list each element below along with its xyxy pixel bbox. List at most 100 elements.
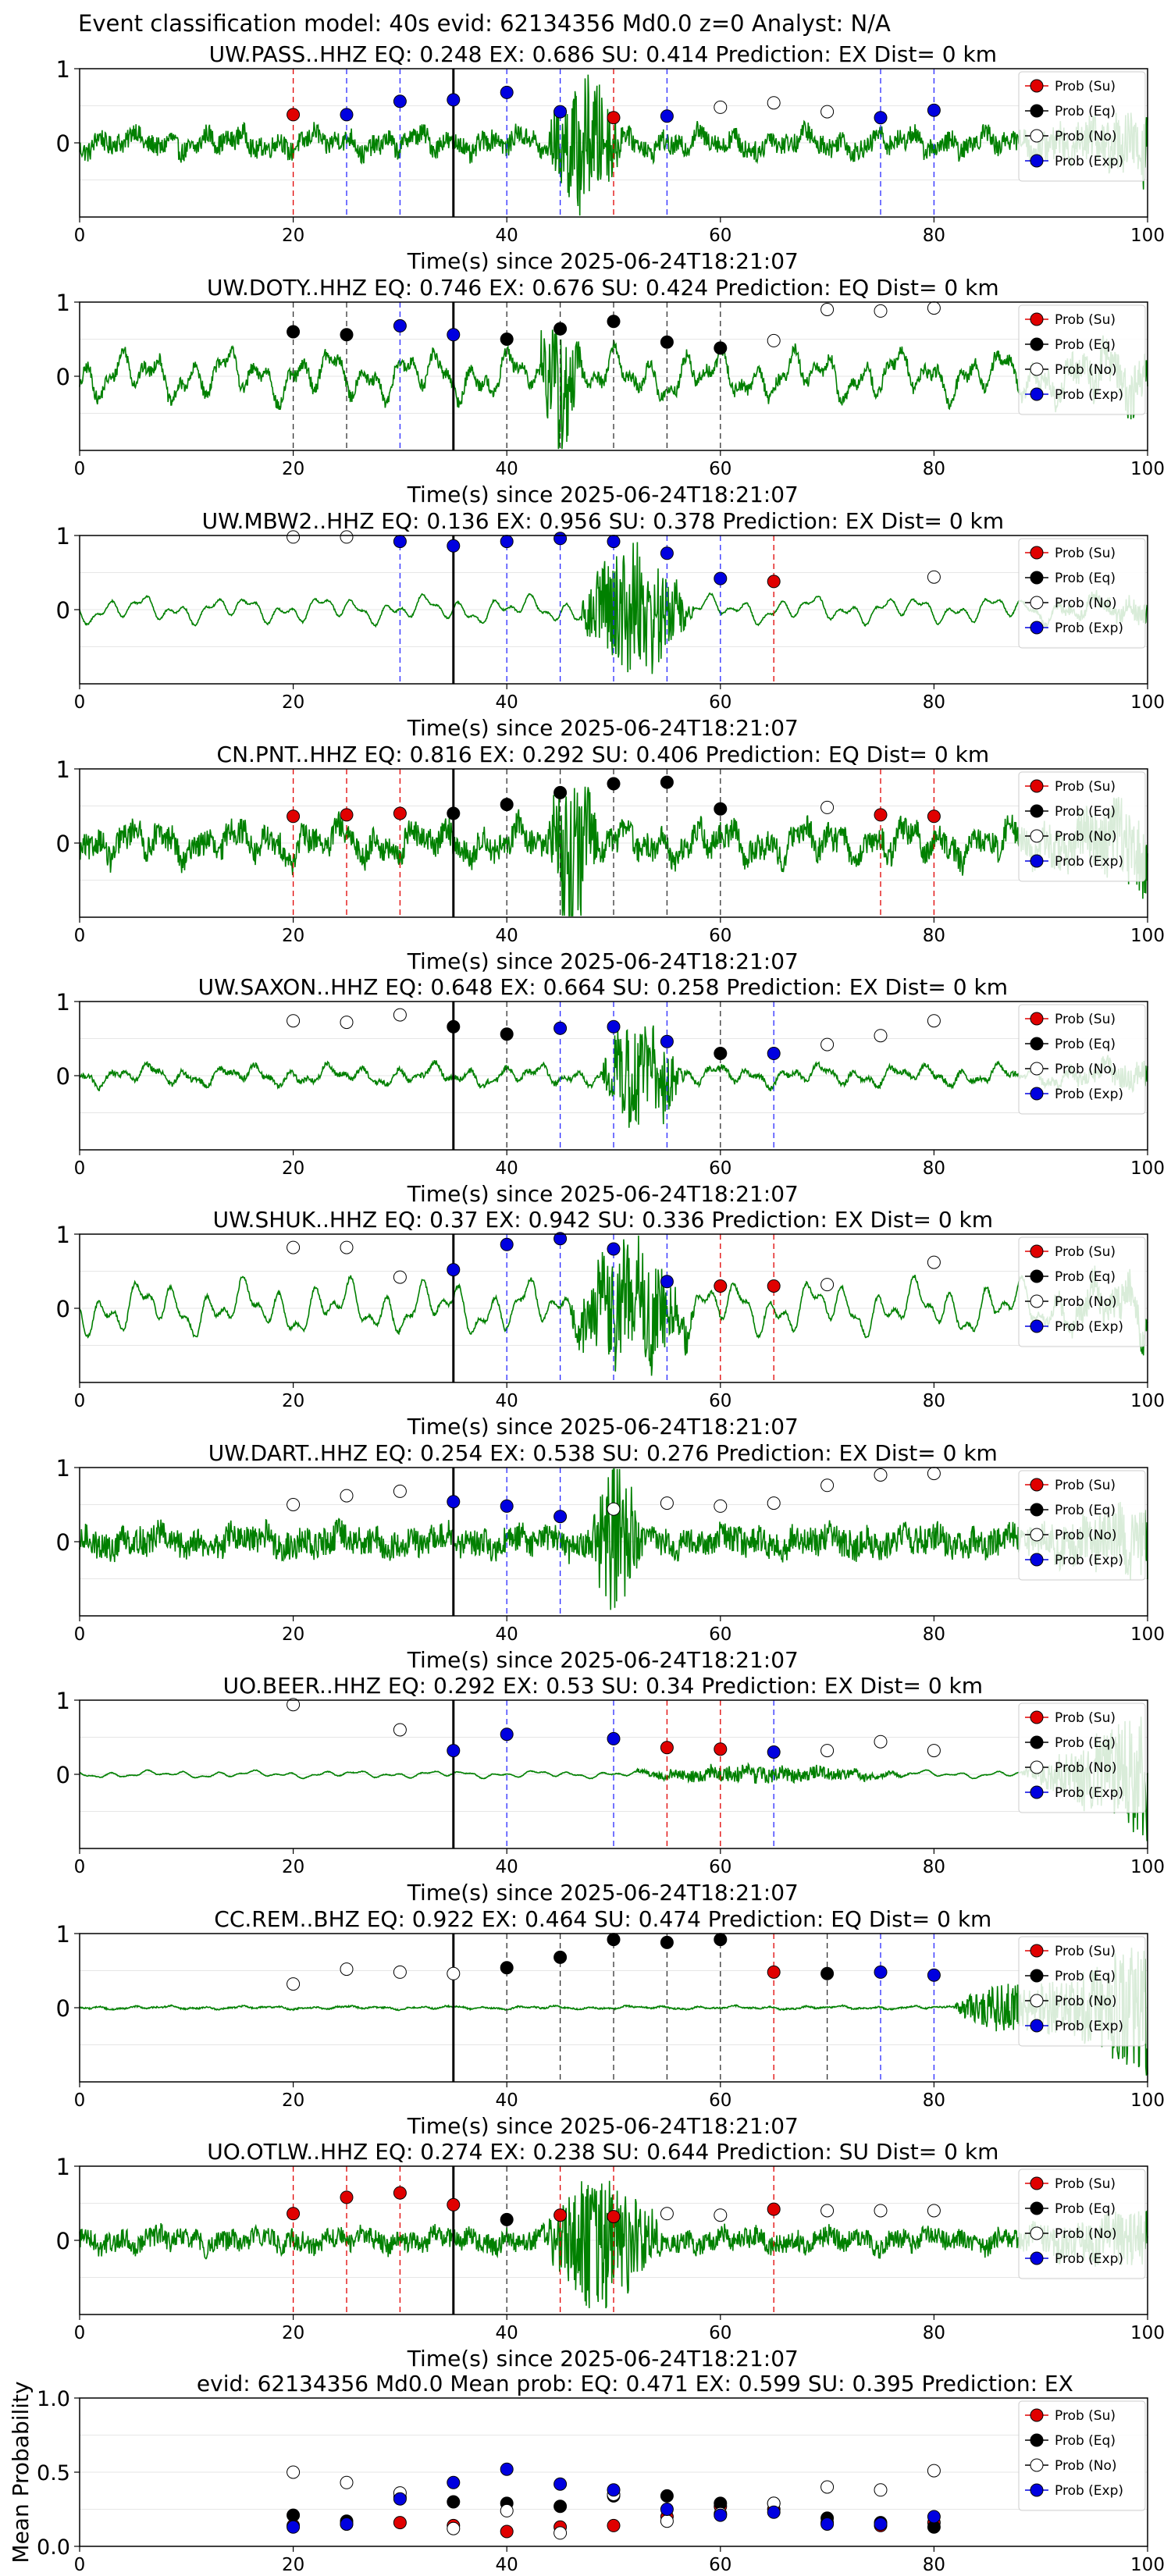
prob-point-exp	[500, 1237, 514, 1251]
x-tick-label: 20	[282, 1624, 304, 1645]
panel-title: UO.OTLW..HHZ EQ: 0.274 EX: 0.238 SU: 0.6…	[207, 2139, 998, 2165]
y-tick-label: 1	[56, 290, 70, 316]
legend-label-exp: Prob (Exp)	[1055, 387, 1123, 403]
prob-point-exp	[660, 1034, 674, 1048]
prob-point-su	[714, 1742, 728, 1756]
legend-marker-exp	[1030, 154, 1044, 168]
mean-point-exp	[340, 2517, 354, 2531]
legend-marker-no	[1030, 1294, 1044, 1308]
prob-point-exp	[500, 1499, 514, 1513]
legend-marker-eq	[1030, 2201, 1044, 2215]
legend-marker-exp	[1030, 1087, 1044, 1101]
legend-marker-su	[1030, 2176, 1044, 2190]
legend-box-7	[1018, 1703, 1146, 1813]
prob-point-no	[874, 304, 888, 318]
panel-xlabel: Time(s) since 2025-06-24T18:21:07	[407, 482, 799, 507]
prob-point-eq	[820, 1966, 835, 1980]
legend-label-no: Prob (No)	[1055, 1760, 1117, 1776]
legend-marker-eq	[1030, 1969, 1044, 1983]
prob-point-exp	[447, 539, 461, 553]
x-tick-label: 80	[923, 1624, 945, 1645]
prob-point-no	[820, 105, 835, 119]
legend-label-su: Prob (Su)	[1055, 2408, 1116, 2424]
legend-label-no: Prob (No)	[1055, 596, 1117, 611]
y-tick-label: 1	[56, 1688, 70, 1714]
x-tick-label: 20	[282, 926, 304, 946]
x-tick-label: 100	[1130, 2555, 1165, 2575]
prob-point-eq	[287, 325, 301, 339]
panel-xlabel: Time(s) since 2025-06-24T18:21:07	[407, 948, 799, 974]
legend-marker-exp	[1030, 2483, 1044, 2497]
prob-point-no	[287, 1014, 301, 1028]
legend-label-eq: Prob (Eq)	[1055, 571, 1116, 586]
prob-point-su	[287, 2207, 301, 2221]
mean-point-no	[874, 2483, 888, 2497]
prob-point-eq	[607, 777, 621, 791]
x-tick-label: 100	[1130, 2323, 1165, 2343]
prob-point-su	[607, 2210, 621, 2224]
mean-point-no	[660, 2514, 674, 2528]
x-tick-label: 60	[709, 2555, 731, 2575]
prob-point-no	[874, 1468, 888, 1482]
legend-box-4	[1018, 1004, 1146, 1115]
y-tick-label: 1	[56, 2154, 70, 2180]
prob-point-eq	[500, 1961, 514, 1975]
prob-point-no	[820, 1478, 835, 1493]
prob-point-no	[393, 1270, 407, 1284]
legend-label-exp: Prob (Exp)	[1055, 2483, 1123, 2499]
x-tick-label: 100	[1130, 1857, 1165, 1877]
legend-label-no: Prob (No)	[1055, 2458, 1117, 2474]
x-tick-label: 0	[74, 692, 86, 713]
legend-marker-no	[1030, 2226, 1044, 2240]
mean-point-exp	[287, 2520, 301, 2534]
x-tick-label: 0	[74, 1158, 86, 1179]
panel-title: CC.REM..BHZ EQ: 0.922 EX: 0.464 SU: 0.47…	[214, 1906, 991, 1932]
prob-point-eq	[500, 798, 514, 812]
legend-marker-exp	[1030, 387, 1044, 401]
prob-point-no	[340, 530, 354, 544]
prob-point-eq	[340, 328, 354, 342]
mean-point-su	[607, 2518, 621, 2532]
x-tick-label: 40	[496, 2323, 518, 2343]
prob-point-no	[767, 333, 781, 347]
x-tick-label: 100	[1130, 1624, 1165, 1645]
legend-label-eq: Prob (Eq)	[1055, 2201, 1116, 2217]
prob-point-no	[287, 1240, 301, 1254]
prob-point-no	[607, 1502, 621, 1516]
legend-label-exp: Prob (Exp)	[1055, 621, 1123, 636]
x-tick-label: 20	[282, 2323, 304, 2343]
legend-label-su: Prob (Su)	[1055, 79, 1116, 94]
mean-point-exp	[820, 2517, 835, 2531]
x-tick-label: 40	[496, 1857, 518, 1877]
prob-point-su	[767, 2202, 781, 2216]
legend-label-su: Prob (Su)	[1055, 1244, 1116, 1260]
prob-point-no	[660, 2207, 674, 2221]
legend-marker-eq	[1030, 804, 1044, 818]
prob-point-exp	[393, 94, 407, 109]
x-tick-label: 0	[74, 459, 86, 479]
prob-point-eq	[553, 1950, 568, 1964]
prob-point-no	[874, 2204, 888, 2218]
y-tick-label: 1	[56, 756, 70, 783]
legend-label-su: Prob (Su)	[1055, 1944, 1116, 1959]
prob-point-exp	[447, 93, 461, 107]
prob-point-su	[340, 808, 354, 822]
prob-point-no	[287, 1498, 301, 1511]
legend-box-1	[1018, 304, 1146, 415]
legend-label-no: Prob (No)	[1055, 1528, 1117, 1543]
x-tick-label: 80	[923, 1158, 945, 1179]
legend-marker-eq	[1030, 1735, 1044, 1749]
x-tick-label: 40	[496, 2555, 518, 2575]
waveform-trace	[79, 786, 1148, 916]
mean-point-exp	[393, 2492, 407, 2506]
mean-point-exp	[660, 2503, 674, 2516]
panel-title: UW.DOTY..HHZ EQ: 0.746 EX: 0.676 SU: 0.4…	[207, 275, 999, 301]
legend-marker-exp	[1030, 2019, 1044, 2033]
panel-title: UW.SAXON..HHZ EQ: 0.648 EX: 0.664 SU: 0.…	[198, 974, 1008, 1000]
legend-marker-no	[1030, 1062, 1044, 1076]
legend-label-no: Prob (No)	[1055, 1294, 1117, 1310]
prob-point-exp	[393, 535, 407, 549]
prob-point-su	[393, 806, 407, 820]
